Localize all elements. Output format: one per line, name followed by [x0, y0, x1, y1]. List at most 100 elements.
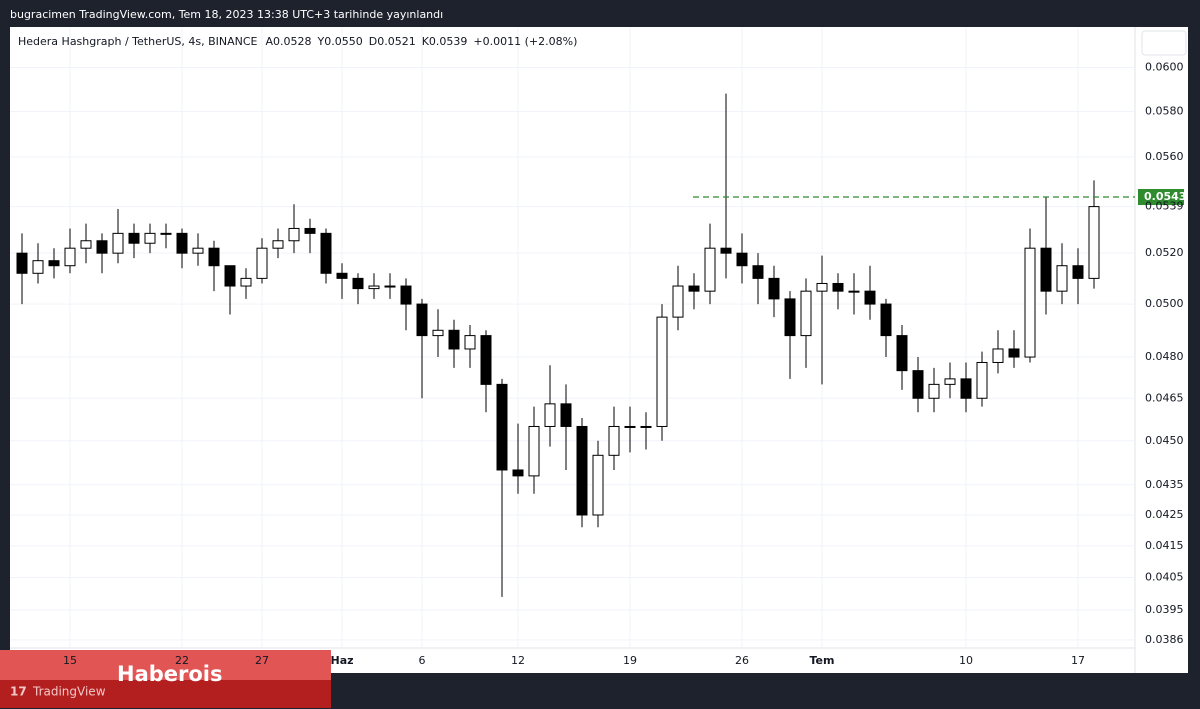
candle-body [352, 277, 364, 290]
candle-body [160, 232, 172, 235]
candle-body [1056, 265, 1068, 292]
watermark-bottom [0, 680, 331, 708]
x-tick-label: Tem [810, 654, 835, 667]
candle-body [944, 378, 956, 385]
candle-body [80, 240, 92, 249]
x-tick-label: 19 [623, 654, 637, 667]
candle-body [848, 290, 860, 293]
level-badge [1138, 189, 1184, 206]
candle-body [176, 232, 188, 254]
x-tick-label: 27 [255, 654, 269, 667]
candle-body [800, 290, 812, 337]
candle-body [1008, 348, 1020, 358]
candle-body [448, 329, 460, 350]
candle-body [144, 232, 156, 244]
logo-icon: 17 [10, 685, 27, 699]
candle-body [544, 403, 556, 427]
info-value: D0.0521 [369, 35, 416, 48]
candle-body [752, 265, 764, 279]
candle-body [304, 227, 316, 234]
candle-body [592, 454, 604, 516]
candle-body [896, 335, 908, 372]
candle-body [736, 252, 748, 267]
y-tick-label: 0.0560 [1145, 150, 1184, 163]
candle-body [928, 383, 940, 399]
candle-body [656, 316, 668, 427]
candle-body [624, 425, 636, 428]
candle-body [528, 425, 540, 477]
y-tick-label: 0.0539 [1145, 200, 1184, 213]
x-tick-label: Haz [330, 654, 353, 667]
y-tick-label: 0.0600 [1145, 60, 1184, 73]
x-tick-label: 6 [419, 654, 426, 667]
candle-body [608, 425, 620, 456]
candle-body [672, 285, 684, 318]
candle-body [640, 425, 652, 428]
candle-body [512, 469, 524, 477]
candle-body [208, 247, 220, 267]
candle-body [256, 247, 268, 279]
chart-title: Hedera Hashgraph / TetherUS, 4s, BINANCE [18, 35, 258, 48]
candle-body [720, 247, 732, 254]
candle-body [416, 303, 428, 337]
y-tick-label: 0.0580 [1145, 104, 1184, 117]
chart-area [10, 27, 1188, 673]
y-tick-label: 0.0395 [1145, 603, 1184, 616]
y-tick-label: 0.0520 [1145, 246, 1184, 259]
x-tick-label: 22 [175, 654, 189, 667]
candle-body [400, 285, 412, 305]
y-tick-label: 0.0415 [1145, 539, 1184, 552]
y-tick-label: 0.0480 [1145, 350, 1184, 363]
candle-body [240, 277, 252, 287]
candle-body [768, 277, 780, 300]
candle-body [464, 335, 476, 350]
candles [16, 93, 1100, 597]
candle-body [1088, 206, 1100, 279]
candle-body [688, 285, 700, 292]
candle-body [384, 285, 396, 288]
y-tick-label: 0.0435 [1145, 478, 1184, 491]
y-tick-label: 0.0405 [1145, 571, 1184, 584]
candle-body [432, 329, 444, 337]
y-tick-label: 0.0465 [1145, 391, 1184, 404]
candle-body [992, 348, 1004, 363]
candle-body [192, 247, 204, 254]
chart-button[interactable] [1141, 30, 1187, 56]
info-value: +0.0011 (+2.08%) [473, 35, 577, 48]
header: bugracimen TradingView.com, Tem 18, 2023… [10, 8, 443, 21]
candle-body [112, 232, 124, 254]
y-tick-label: 0.0500 [1145, 297, 1184, 310]
candle-body [496, 383, 508, 471]
y-tick-label: 0.0386 [1145, 633, 1184, 646]
candle-body [864, 290, 876, 305]
overlay: 0.0543 [693, 189, 1186, 206]
candle-body [1024, 247, 1036, 358]
candle-body [816, 282, 828, 292]
candle-body [48, 260, 60, 267]
info-value: A0.0528 [266, 35, 312, 48]
candle-body [16, 252, 28, 274]
candle-body [224, 265, 236, 287]
candle-body [480, 335, 492, 385]
candle-body [64, 247, 76, 267]
watermark: Haberois [117, 662, 223, 686]
x-tick-label: 10 [959, 654, 973, 667]
candle-body [880, 303, 892, 337]
x-tick-label: 15 [63, 654, 77, 667]
candle-body [320, 232, 332, 274]
level-label: 0.0543 [1144, 190, 1186, 203]
y-tick-label: 0.0450 [1145, 434, 1184, 447]
candle-body [560, 403, 572, 427]
candle-body [288, 227, 300, 242]
y-tick-label: 0.0425 [1145, 508, 1184, 521]
x-tick-label: 26 [735, 654, 749, 667]
candle-body [960, 378, 972, 399]
info-value: K0.0539 [422, 35, 468, 48]
grid [10, 27, 1135, 648]
candle-body [336, 272, 348, 279]
x-tick-label: 12 [511, 654, 525, 667]
candle-body [976, 361, 988, 399]
candle-body [912, 370, 924, 399]
watermark-top [0, 650, 331, 680]
